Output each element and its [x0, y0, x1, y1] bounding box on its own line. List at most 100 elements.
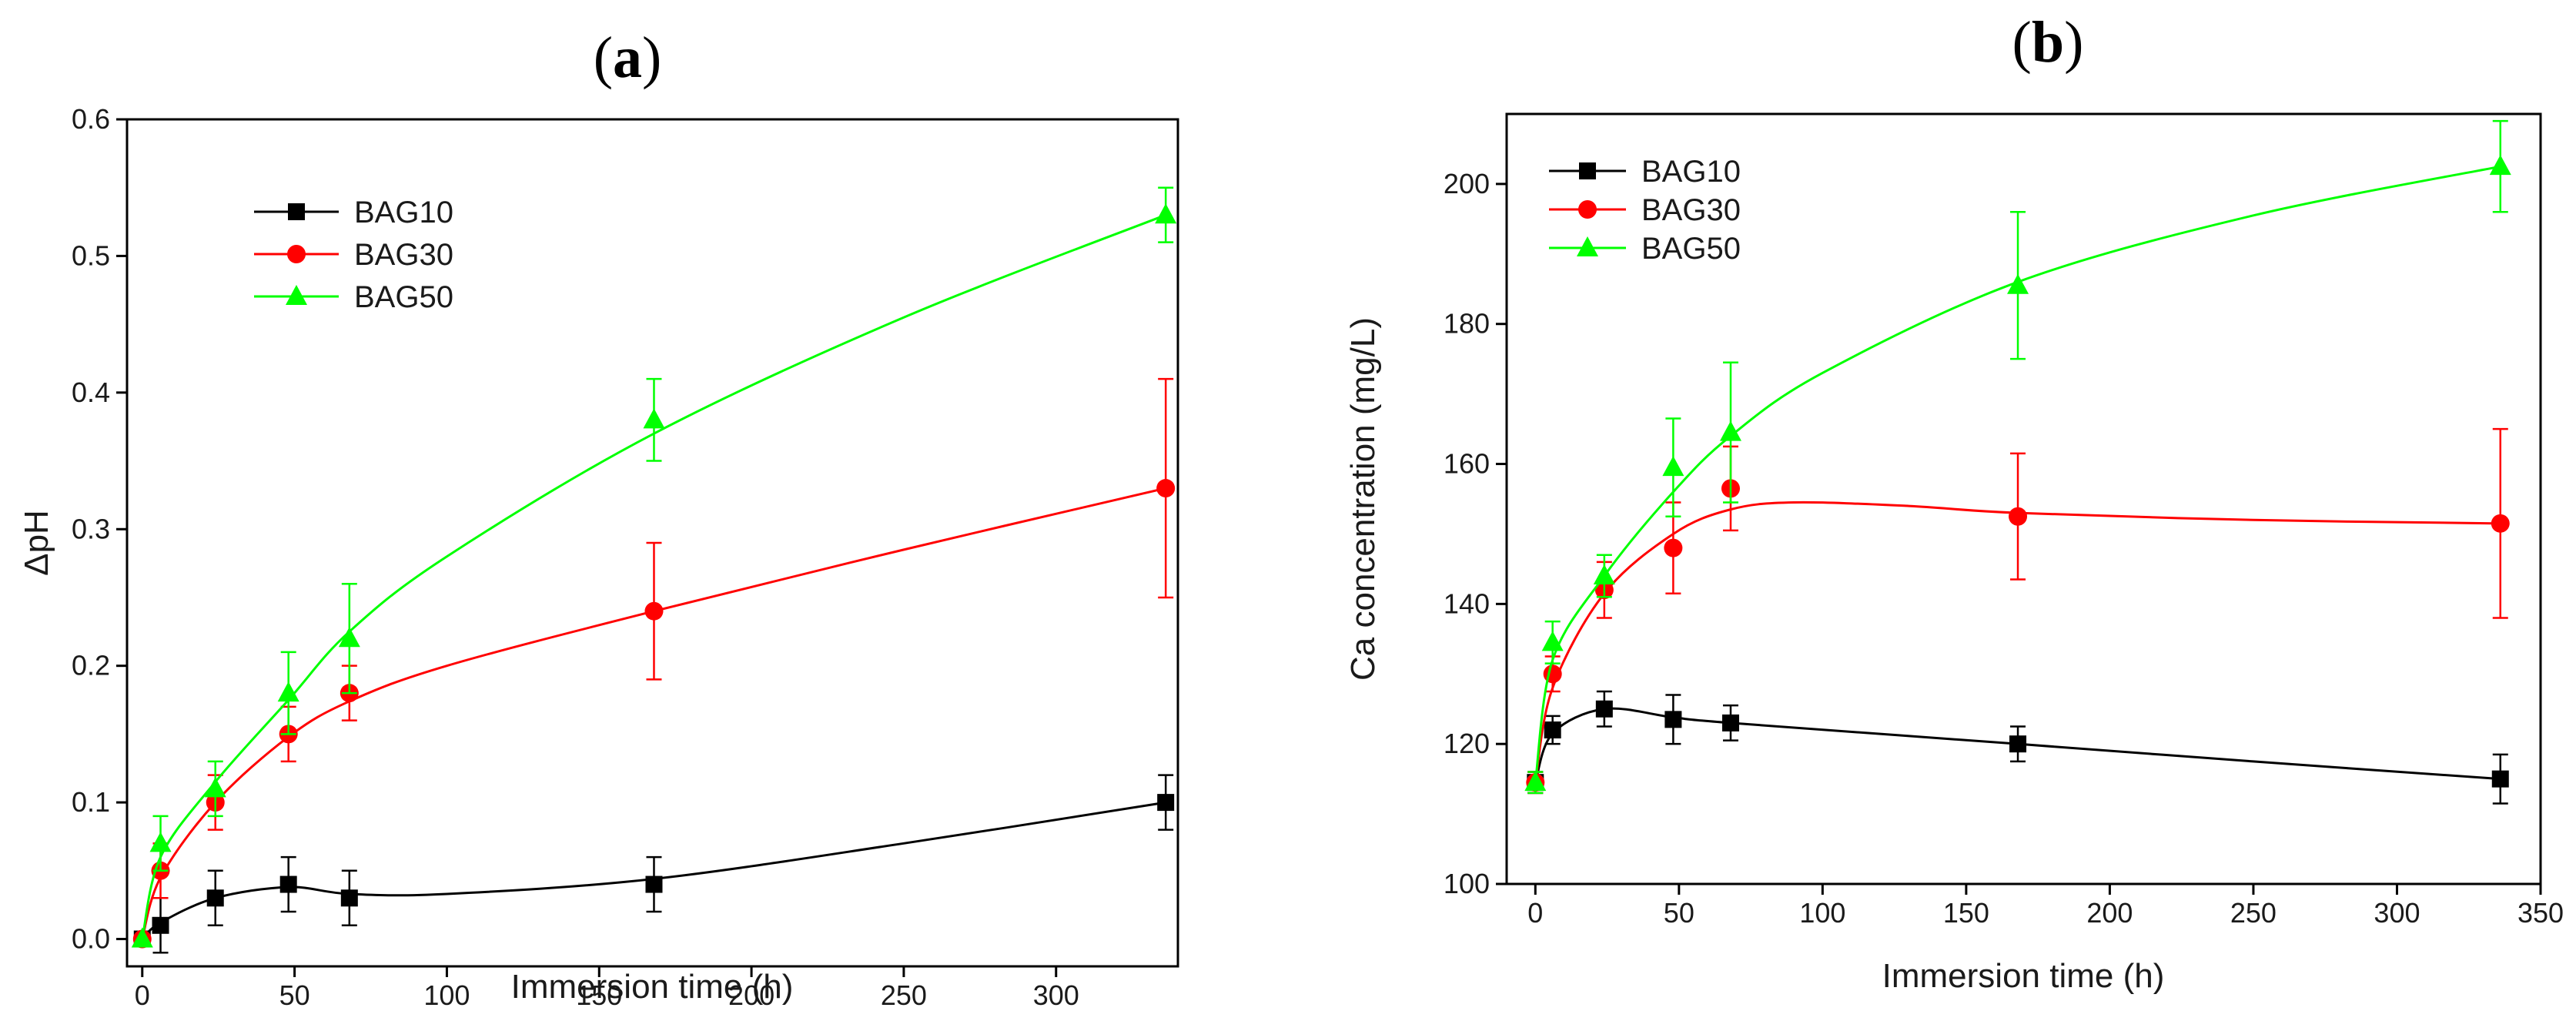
panel-a-x-tick-label: 250 — [881, 979, 927, 1011]
panel-a-y-tick-label: 0.5 — [72, 239, 110, 271]
panel-a-y-tick-label: 0.4 — [72, 377, 110, 408]
panel-a-y-ticks: 0.0 0.1 0.2 0.3 0.4 0.5 0.6 — [72, 103, 127, 955]
panel-b-series-bag10-point — [1664, 711, 1682, 728]
panel-b-series-bag10 — [1527, 690, 2509, 805]
panel-a-x-tick-label: 150 — [576, 979, 622, 1011]
panel-b-series-bag50-point — [1662, 456, 1684, 477]
panel-a-legend-bag10-label: BAG10 — [354, 196, 453, 229]
panel-a-series-bag50-point — [149, 832, 172, 852]
panel-b-series-bag10-point — [2009, 735, 2027, 753]
panel-b-x-tick-label: 200 — [2086, 897, 2133, 929]
panel-b-y-tick-label: 120 — [1444, 728, 1490, 759]
panel-a-series-bag10-point — [206, 889, 224, 907]
panel-a-legend: BAG10 BAG30 BAG50 — [254, 196, 453, 314]
panel-b-legend: BAG10 BAG30 BAG50 — [1549, 155, 1741, 266]
panel-a-series-bag10-point — [1157, 794, 1175, 812]
panel-a-series-bag30-point — [1156, 479, 1176, 498]
panel-b-chart: (b) 0 50 100 150 200 250 300 350 100 120 140 160 18… — [1344, 10, 2564, 995]
panel-b-series-bag30-point — [1664, 538, 1683, 557]
panel-b-legend-bag10-label: BAG10 — [1641, 155, 1741, 189]
panel-b-x-tick-label: 350 — [2517, 897, 2564, 929]
panel-b-x-tick-label: 100 — [1799, 897, 1845, 929]
panel-b-plot-frame — [1505, 112, 2542, 885]
panel-a-legend-bag30-label: BAG30 — [354, 238, 453, 272]
panel-b-series-bag30-point — [1543, 665, 1562, 684]
panel-b-series-bag50 — [1524, 119, 2511, 795]
panel-a-legend-bag30-marker — [287, 245, 306, 263]
panel-a-series-bag10-point — [340, 889, 358, 907]
panel-b-x-tick-label: 50 — [1664, 897, 1694, 929]
panel-b-x-axis-title: Immersion time (h) — [1882, 957, 2165, 995]
panel-b-series-bag10-point — [1721, 714, 1739, 731]
panel-b-legend-bag30-marker — [1578, 200, 1597, 219]
panel-b-series-bag50-point — [1524, 771, 1547, 792]
panel-b-x-tick-label: 250 — [2230, 897, 2277, 929]
panel-b-series-bag30-point — [2491, 514, 2510, 533]
panel-b-x-tick-label: 0 — [1527, 897, 1543, 929]
panel-b-series-bag50-point — [1593, 564, 1615, 584]
panel-a-series-bag50-point — [131, 927, 153, 948]
panel-a-series-bag50-point — [1155, 203, 1177, 224]
panel-b-y-tick-label: 140 — [1444, 588, 1490, 619]
panel-a-x-tick-label: 50 — [279, 979, 310, 1011]
panel-b-x-ticks: 0 50 100 150 200 250 300 350 — [1527, 884, 2564, 929]
panel-a-series-bag10 — [133, 774, 1175, 954]
panel-b-series-bag10-fit-line — [1534, 707, 2501, 783]
panel-a-x-tick-label: 100 — [423, 979, 470, 1011]
panel-a-series-bag50-fit-line — [141, 213, 1166, 939]
panel-a-y-tick-label: 0.2 — [72, 650, 110, 681]
panel-a-series-bag50-point — [643, 408, 665, 429]
panel-b-x-tick-label: 150 — [1943, 897, 1989, 929]
panel-a-y-tick-label: 0.3 — [72, 513, 110, 544]
panel-a-label: (a) — [594, 25, 662, 90]
panel-b-y-tick-label: 100 — [1444, 868, 1490, 899]
panel-a-series — [131, 186, 1177, 954]
panel-a-series-bag30-fit-line — [141, 487, 1166, 939]
panel-b-y-tick-label: 200 — [1444, 168, 1490, 199]
panel-a-legend-bag50-marker — [286, 285, 307, 305]
panel-a-series-bag10-point — [152, 916, 169, 934]
panel-b-series-bag30-fit-line — [1534, 500, 2501, 783]
panel-a-x-tick-label: 200 — [728, 979, 774, 1011]
panel-a-legend-bag50-label: BAG50 — [354, 280, 453, 314]
panel-b-series-bag10-point — [2491, 770, 2509, 788]
panel-a-legend-bag10-marker — [288, 203, 305, 220]
panel-a-x-tick-label: 300 — [1033, 979, 1079, 1011]
panel-a-y-tick-label: 0.1 — [72, 786, 110, 818]
panel-a-series-bag50 — [131, 186, 1177, 948]
panel-a-y-tick-label: 0.6 — [72, 103, 110, 135]
panel-b-x-tick-label: 300 — [2374, 897, 2420, 929]
panel-b-series-bag50-point — [2489, 155, 2511, 176]
panel-a-x-ticks: 0 50 100 150 200 250 300 — [135, 966, 1079, 1011]
panel-a-series-bag10-point — [645, 875, 663, 893]
panel-a-series-bag50-point — [204, 777, 226, 798]
panel-a-series-bag30-point — [644, 601, 664, 621]
panel-a-y-axis-title: ΔpH — [18, 510, 55, 576]
panel-b-series — [1524, 119, 2511, 805]
panel-b-y-tick-label: 180 — [1444, 308, 1490, 340]
panel-a-x-axis-title: Immersion time (h) — [511, 968, 794, 1006]
panel-b-series-bag50-fit-line — [1534, 165, 2501, 783]
panel-a-series-bag50-point — [338, 627, 360, 648]
panel-a-chart: (a) 0 50 100 150 200 250 300 0.00.10.20.30.40.… — [18, 25, 1179, 1011]
panel-a-x-tick-label: 0 — [135, 979, 150, 1011]
panel-b-legend-bag50-marker — [1577, 236, 1598, 256]
panel-b-legend-bag50-label: BAG50 — [1641, 232, 1741, 266]
panel-a-series-bag10-point — [279, 875, 297, 893]
panel-b-series-bag10-point — [1544, 721, 1561, 738]
panel-b-series-bag50-point — [1719, 420, 1741, 441]
panel-b-series-bag10-point — [1595, 700, 1613, 718]
panel-b-legend-bag10-marker — [1579, 162, 1596, 179]
panel-b-legend-bag30-label: BAG30 — [1641, 193, 1741, 227]
panel-b-y-tick-label: 160 — [1444, 448, 1490, 480]
panel-b-series-bag30-point — [2009, 507, 2028, 526]
panel-a-y-tick-label: 0.0 — [72, 923, 110, 955]
panel-b-y-axis-title: Ca concentration (mg/L) — [1344, 317, 1382, 681]
panel-b-y-ticks: 100 120 140 160 180 200 — [1444, 168, 1507, 899]
panel-a-plot-frame — [125, 118, 1179, 968]
panel-b-series-bag50-point — [2007, 273, 2029, 294]
panel-b-series-bag50-point — [1541, 631, 1564, 651]
panel-b-label: (b) — [2012, 10, 2084, 75]
panel-a-series-bag50-point — [277, 681, 299, 702]
